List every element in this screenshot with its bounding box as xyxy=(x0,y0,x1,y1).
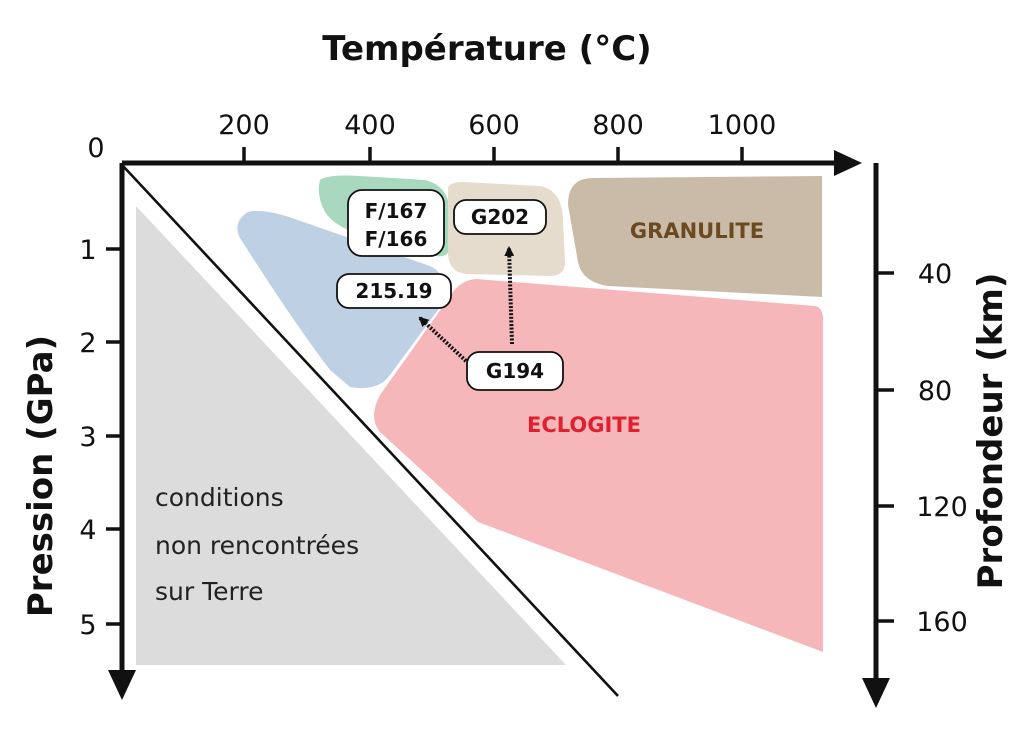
eclogite-label: ECLOGITE xyxy=(527,413,641,437)
diagonal-boundary-line xyxy=(122,165,619,697)
forbidden-zone-text: conditions xyxy=(155,483,284,512)
sample-label-215-19: 215.19 xyxy=(355,279,432,303)
granulite-field xyxy=(568,176,822,297)
temp-tick-label: 1000 xyxy=(708,110,777,141)
sample-label-f166: F/166 xyxy=(365,227,428,251)
depth-tick-label: 80 xyxy=(918,376,952,407)
sample-label-f167: F/167 xyxy=(365,199,428,223)
forbidden-zone-text: sur Terre xyxy=(155,577,263,606)
sample-label-g194: G194 xyxy=(486,359,544,383)
depth-tick-label: 40 xyxy=(918,259,952,290)
temperature-ticks xyxy=(242,147,744,163)
temp-tick-label: 400 xyxy=(344,110,396,141)
sample-box-215-19 xyxy=(336,273,452,309)
pressure-tick-label: 1 xyxy=(79,235,96,266)
depth-tick-label: 160 xyxy=(916,607,968,638)
sample-box-g194 xyxy=(466,351,564,391)
temperature-axis xyxy=(122,150,862,176)
y-axis-left-title: Pression (GPa) xyxy=(21,335,61,617)
forbidden-zone-text: non rencontrées xyxy=(155,531,359,560)
sample-label-g202: G202 xyxy=(471,205,529,229)
forbidden-zone xyxy=(136,206,566,665)
pressure-ticks xyxy=(106,247,122,626)
pressure-tick-label: 5 xyxy=(79,610,96,641)
depth-axis xyxy=(862,163,890,708)
x-axis-title: Température (°C) xyxy=(322,29,651,69)
sample-box-f167-f166 xyxy=(347,189,445,257)
depth-tick-label: 120 xyxy=(916,492,968,523)
y-axis-right-title: Profondeur (km) xyxy=(971,273,1011,590)
temp-tick-label: 200 xyxy=(218,110,270,141)
sample-box-g202 xyxy=(453,199,547,235)
granulite-label: GRANULITE xyxy=(630,219,764,243)
pressure-tick-label: 4 xyxy=(79,515,96,546)
temp-tick-label: 800 xyxy=(592,110,644,141)
temp-tick-label: 600 xyxy=(468,110,520,141)
arrow-g194-to-g202 xyxy=(504,246,515,345)
pressure-tick-label: 0 xyxy=(87,133,104,164)
pressure-tick-label: 2 xyxy=(79,328,96,359)
depth-ticks xyxy=(876,271,894,623)
pressure-tick-label: 3 xyxy=(79,422,96,453)
pressure-axis xyxy=(108,163,136,700)
